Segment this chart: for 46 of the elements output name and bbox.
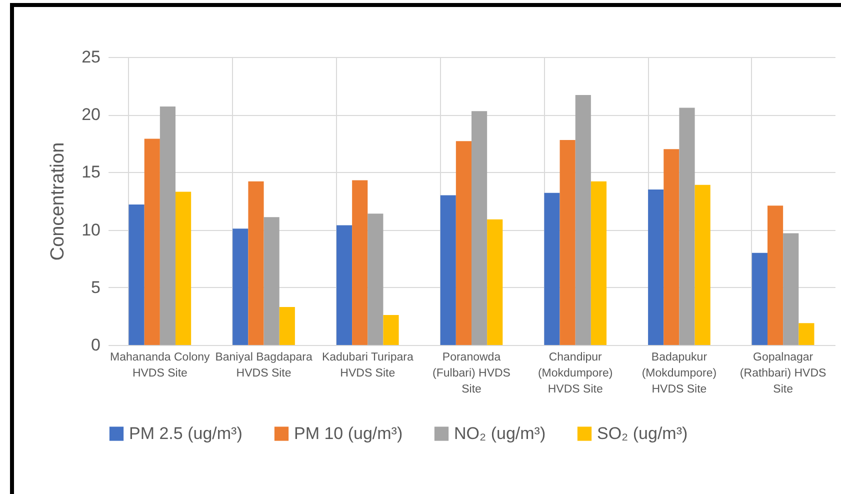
bar — [560, 140, 576, 345]
y-tick-label: 0 — [91, 336, 100, 354]
x-tick-label: Kadubari Turipara HVDS Site — [322, 352, 414, 380]
bar — [176, 192, 192, 345]
bar — [144, 138, 160, 345]
bar — [440, 195, 456, 345]
legend-label: SO₂ (ug/m³) — [597, 424, 688, 443]
bar — [544, 192, 560, 345]
bar — [664, 149, 680, 345]
y-axis-title: Concentration — [48, 142, 69, 261]
bar — [767, 206, 784, 345]
x-tick-label: Baniyal Bagdapara HVDS Site — [215, 352, 313, 380]
bar — [798, 323, 814, 345]
x-tick-label: Poranowda (Fulbari) HVDS Site — [432, 352, 511, 396]
y-tick-label: 15 — [82, 162, 100, 182]
x-tick-label: Mahananda Colony HVDS Site — [110, 352, 210, 380]
bar — [383, 315, 399, 345]
legend-label: PM 2.5 (ug/m³) — [129, 424, 242, 443]
bar — [456, 141, 472, 345]
bar — [368, 214, 384, 345]
bar — [679, 108, 695, 345]
bar — [752, 252, 768, 345]
bar — [575, 95, 591, 345]
y-tick-label: 25 — [82, 48, 100, 66]
bar — [232, 228, 248, 345]
x-tick-label: Chandipur (Mokdumpore) HVDS Site — [538, 352, 613, 396]
legend-label: NO₂ (ug/m³) — [454, 424, 546, 443]
y-tick-label: 20 — [82, 105, 100, 124]
y-tick-label: 5 — [91, 278, 100, 297]
bar — [128, 204, 144, 345]
bar — [648, 189, 664, 345]
bar — [472, 111, 488, 345]
x-tick-label: Gopalnagar (Rathbari) HVDS Site — [740, 352, 827, 396]
bar — [694, 184, 710, 345]
bar — [336, 225, 352, 345]
bar — [264, 217, 280, 345]
bar — [783, 233, 799, 345]
bar — [352, 180, 368, 345]
bar — [487, 219, 503, 345]
bar — [160, 106, 176, 345]
bar — [279, 306, 295, 345]
bar — [590, 181, 607, 345]
x-tick-label: Badapukur (Mokdumpore) HVDS Site — [642, 352, 717, 396]
y-tick-label: 10 — [82, 220, 100, 240]
legend-label: PM 10 (ug/m³) — [294, 424, 403, 443]
bar — [248, 181, 264, 345]
